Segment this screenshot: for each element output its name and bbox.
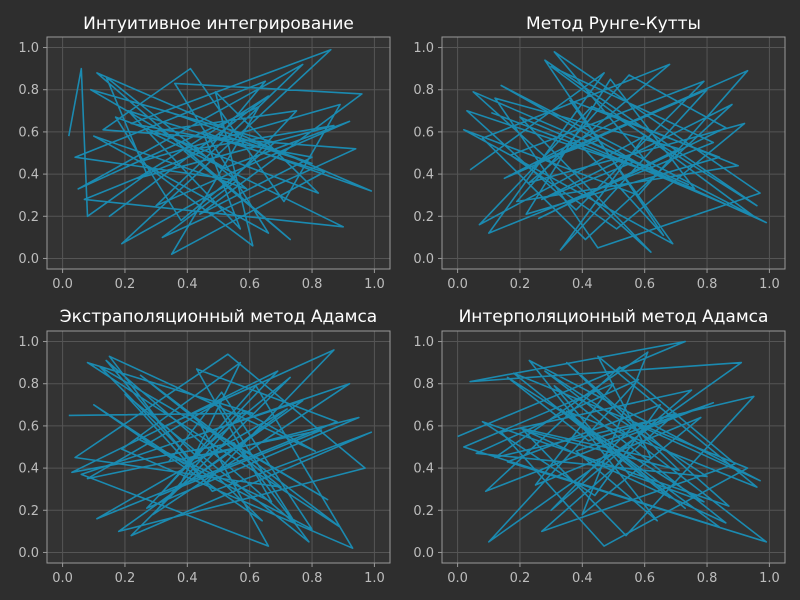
- x-tick-label: 0.4: [572, 277, 593, 292]
- x-tick-label: 0.0: [447, 571, 468, 586]
- axes-frame: [441, 330, 786, 564]
- y-tick-label: 0.2: [18, 504, 39, 519]
- x-tick-label: 0.8: [302, 571, 323, 586]
- axes-frame: [46, 36, 391, 270]
- x-tick-label: 0.2: [510, 571, 531, 586]
- y-tick-label: 1.0: [18, 335, 39, 350]
- subplot-top-left: 0.0 0.2 0.4 0.6 0.8 1.0 0.0 0.2 0.4 0.6 0.8 1.0 Инту…: [18, 14, 391, 292]
- subplot-bottom-right: 0.0 0.2 0.4 0.6 0.8 1.0 0.0 0.2 0.4 0.6 0.8 1.0 Инте…: [413, 307, 786, 586]
- y-tick-label: 0.4: [18, 462, 39, 477]
- x-tick-label: 0.0: [447, 277, 468, 292]
- x-tick-label: 0.4: [177, 277, 198, 292]
- y-tick-label: 0.0: [18, 546, 39, 561]
- subplot-top-right: 0.0 0.2 0.4 0.6 0.8 1.0 0.0 0.2 0.4 0.6 0.8 1.0 Мето…: [413, 14, 786, 292]
- series-line: [68, 48, 373, 255]
- y-tick-label: 0.0: [413, 252, 434, 267]
- y-tick-label: 0.4: [413, 462, 434, 477]
- x-tick-label: 0.4: [572, 571, 593, 586]
- y-tick-label: 0.6: [18, 125, 39, 140]
- y-tick-label: 0.2: [413, 504, 434, 519]
- subplot-bottom-left: 0.0 0.2 0.4 0.6 0.8 1.0 0.0 0.2 0.4 0.6 0.8 1.0 Экст…: [18, 307, 391, 586]
- series-line: [462, 50, 768, 253]
- x-tick-label: 0.6: [239, 571, 260, 586]
- axes-frame: [46, 330, 391, 564]
- y-tick-label: 1.0: [18, 41, 39, 56]
- x-tick-label: 1.0: [759, 277, 780, 292]
- x-tick-label: 1.0: [759, 571, 780, 586]
- x-tick-label: 1.0: [364, 277, 385, 292]
- x-tick-label: 0.6: [634, 571, 655, 586]
- x-tick-label: 0.0: [52, 277, 73, 292]
- y-tick-label: 0.4: [18, 168, 39, 183]
- y-tick-label: 0.2: [413, 210, 434, 225]
- x-tick-label: 0.2: [510, 277, 531, 292]
- y-tick-label: 0.6: [18, 419, 39, 434]
- x-tick-label: 0.8: [697, 571, 718, 586]
- subplot-title: Экстраполяционный метод Адамса: [60, 307, 377, 327]
- x-tick-label: 0.6: [239, 277, 260, 292]
- subplot-title: Интуитивное интегрирование: [83, 14, 354, 34]
- series-line: [68, 349, 373, 550]
- y-tick-label: 0.8: [18, 377, 39, 392]
- y-tick-label: 0.4: [413, 168, 434, 183]
- x-tick-label: 0.4: [177, 571, 198, 586]
- x-tick-label: 0.0: [52, 571, 73, 586]
- subplot-title: Интерполяционный метод Адамса: [459, 307, 769, 327]
- y-tick-label: 0.8: [18, 83, 39, 98]
- x-tick-label: 0.2: [115, 571, 136, 586]
- y-tick-label: 0.2: [18, 210, 39, 225]
- y-tick-label: 0.6: [413, 125, 434, 140]
- x-tick-label: 1.0: [364, 571, 385, 586]
- axes-frame: [441, 36, 786, 270]
- x-tick-label: 0.8: [302, 277, 323, 292]
- x-tick-label: 0.2: [115, 277, 136, 292]
- y-tick-label: 0.0: [18, 252, 39, 267]
- y-tick-label: 0.6: [413, 419, 434, 434]
- y-tick-label: 0.8: [413, 377, 434, 392]
- y-tick-label: 0.0: [413, 546, 434, 561]
- series-line: [457, 340, 768, 547]
- y-tick-label: 0.8: [413, 83, 434, 98]
- subplot-title: Метод Рунге-Кутты: [526, 14, 701, 34]
- x-tick-label: 0.8: [697, 277, 718, 292]
- y-tick-label: 1.0: [413, 335, 434, 350]
- y-tick-label: 1.0: [413, 41, 434, 56]
- x-tick-label: 0.6: [634, 277, 655, 292]
